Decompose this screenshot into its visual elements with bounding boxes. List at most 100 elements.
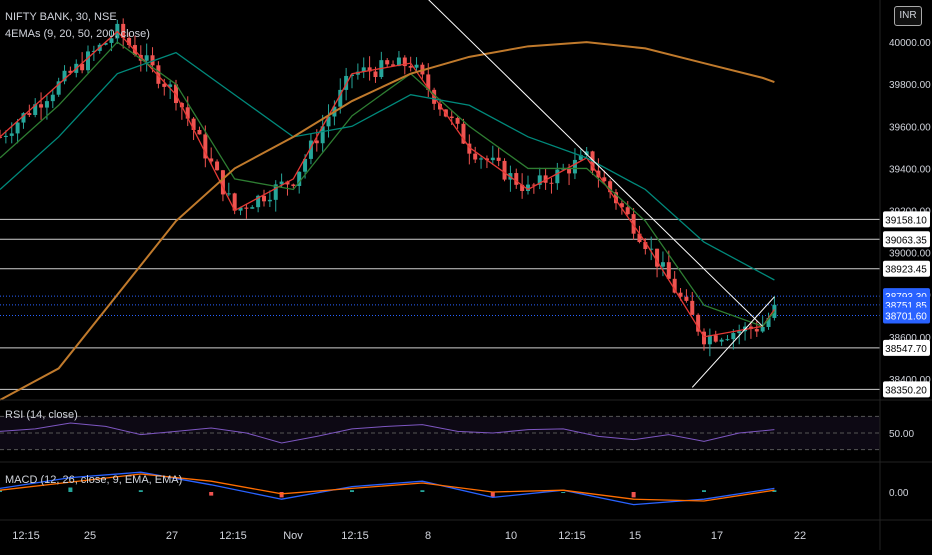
candle-body [473,153,478,160]
macd-histogram-bar [631,492,636,498]
y-tick-label: 39000.00 [889,249,931,260]
macd-histogram-bar [138,490,143,492]
rsi-band [0,416,880,450]
rsi-label[interactable]: RSI (14, close) [5,409,78,421]
candle-body [9,133,14,136]
y-tick-label: 38400.00 [889,375,931,386]
candle-body [731,333,736,340]
macd-histogram-bar [772,490,777,492]
candle-body [121,23,126,38]
level-label: 38751.85 [885,301,927,312]
candle-body [291,184,296,186]
ema-indicator-label[interactable]: 4EMAs (9, 20, 50, 200, close) [5,28,150,40]
trendline [428,0,764,327]
currency-badge[interactable]: INR [894,6,922,26]
candle-body [168,84,173,87]
candle-body [226,193,231,195]
candle-body [707,335,712,345]
candle-body [619,203,624,208]
candle-body [174,84,178,104]
candle-body [754,329,759,332]
candle-body [766,317,771,327]
level-badge [883,211,930,228]
price-panel[interactable] [0,0,880,401]
candle-body [461,123,466,144]
level-badge [883,231,930,248]
candle-body [197,129,202,135]
macd-histogram-bar [209,492,214,496]
candle-body [50,94,55,102]
candle-body [215,161,220,171]
x-tick-label: 27 [166,530,178,542]
level-label: 38547.70 [885,344,927,355]
macd-histogram-bar [68,487,73,492]
candle-body [631,214,636,234]
candle-body [414,64,419,68]
macd-histogram-bar [702,490,706,492]
candle-body [367,67,372,72]
candle-body [426,74,431,90]
candle-body [244,207,249,209]
candle-body [502,160,507,180]
candle-body [44,101,49,108]
candle-body [27,113,32,115]
candle-body [531,184,536,186]
level-label: 39063.35 [885,235,927,246]
candle-body [643,242,648,250]
ema9-line [0,30,775,338]
candle-body [0,136,2,138]
candle-body [80,63,85,71]
x-tick-label: 12:15 [341,530,369,542]
candle-body [672,278,677,293]
candle-body [279,181,284,185]
macd-histogram-bar [350,490,354,492]
candle-body [490,157,495,161]
macd-histogram-bar [490,492,495,498]
y-tick-label: 39600.00 [889,122,931,133]
candle-body [250,207,255,209]
candle-body [408,66,413,68]
candle-body [203,134,208,159]
candle-body [496,157,501,161]
candle-body [637,233,642,243]
candle-body [696,314,701,332]
candle-body [361,67,366,72]
macd-histogram-bar [279,492,284,498]
rsi-panel[interactable] [0,415,880,451]
candle-body [567,168,572,174]
macd-histogram-bar [0,490,2,492]
candle-body [256,195,261,208]
candle-body [185,107,190,119]
candle-body [625,207,630,215]
candle-body [297,171,302,186]
candle-body [467,143,472,154]
candle-body [326,116,331,127]
candle-body [320,126,325,144]
candle-body [479,158,484,160]
signal-line [0,473,775,502]
candle-body [209,158,214,162]
candle-body [713,335,718,342]
candle-body [303,158,308,172]
level-label: 39158.10 [885,215,927,226]
ema50-line [0,51,775,281]
x-tick-label: 12:15 [219,530,247,542]
level-label: 38701.60 [885,311,927,322]
x-tick-label: 15 [629,530,641,542]
macd-label[interactable]: MACD (12, 26, close, 9, EMA, EMA) [5,474,183,486]
candle-body [614,192,618,204]
candle-body [150,55,155,66]
x-tick-label: 12:15 [558,530,586,542]
candle-body [267,199,272,202]
level-badge [883,381,930,398]
candle-body [62,70,67,82]
candle-body [649,248,654,250]
candle-body [138,54,143,61]
candle-body [520,184,525,192]
candle-body [584,151,589,155]
candle-body [660,262,665,267]
rsi-line [0,422,775,444]
macd-panel[interactable] [0,471,777,506]
